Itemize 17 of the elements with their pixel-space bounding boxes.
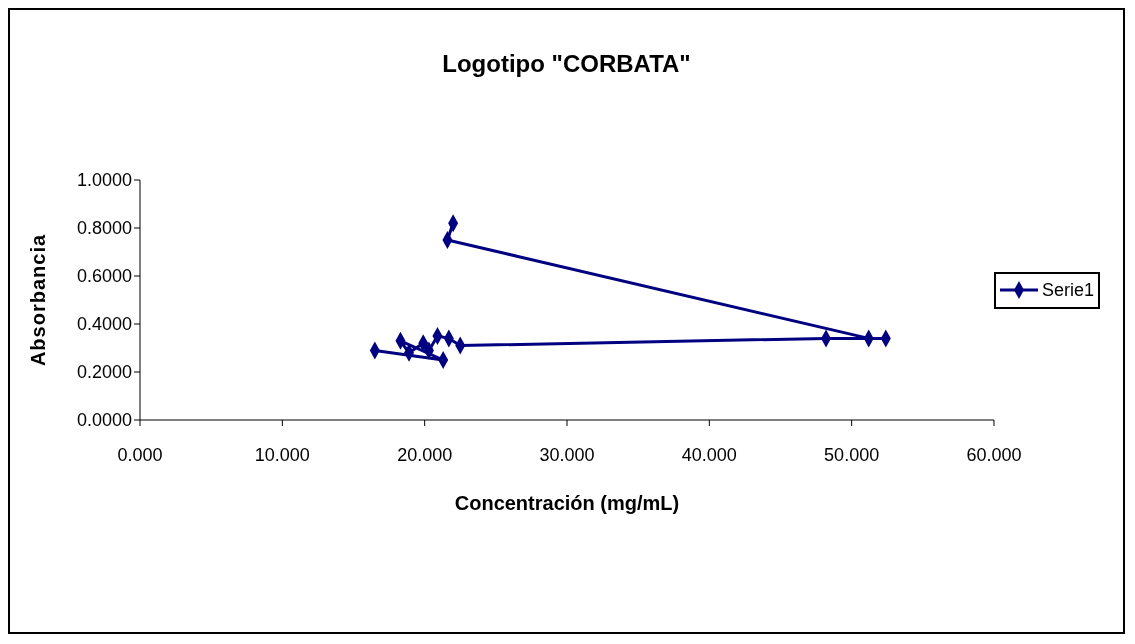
y-tick-label: 0.4000 [76,314,132,335]
y-tick-label: 0.6000 [76,266,132,287]
x-tick-label: 40.000 [681,444,737,465]
chart-title: Logotipo "CORBATA" [441,50,692,78]
x-tick-label: 60.000 [966,444,1022,465]
x-tick-label: 20.000 [397,444,453,465]
y-tick-label: 0.8000 [76,218,132,239]
x-axis-title: Concentración (mg/mL) [454,492,680,514]
y-tick-label: 1.0000 [76,170,132,191]
y-axis-title: Absorbancia [27,233,50,367]
x-tick-label: 30.000 [539,444,595,465]
x-tick-label: 10.000 [254,444,310,465]
legend-label: Serie1 [1041,279,1094,301]
x-tick-label: 50.000 [824,444,880,465]
y-tick-label: 0.0000 [76,410,132,431]
x-tick-label: 0.000 [117,444,163,465]
y-tick-label: 0.2000 [76,362,132,383]
